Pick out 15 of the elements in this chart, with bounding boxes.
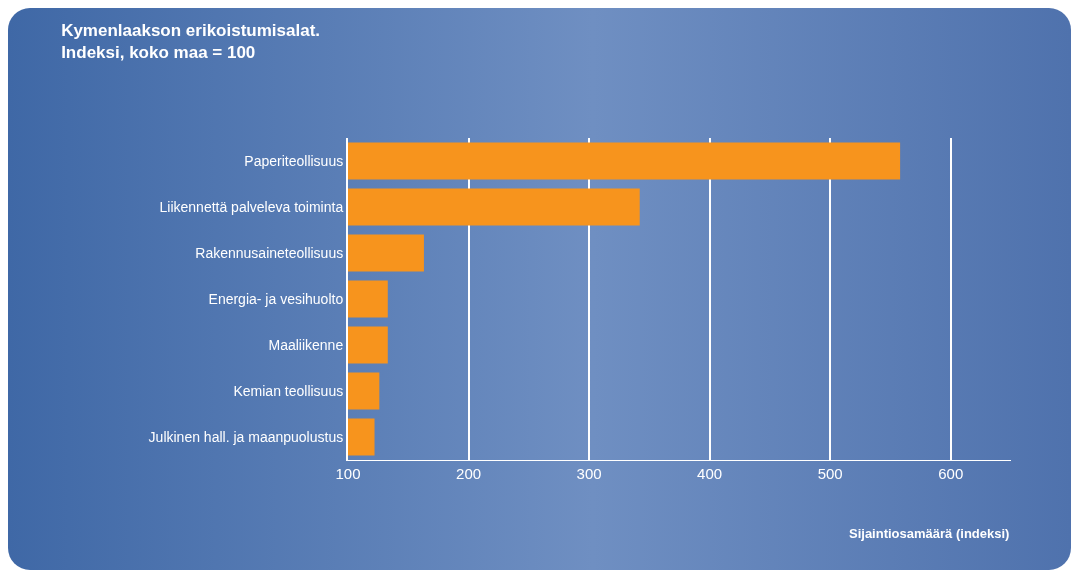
text: Kymenlaakson erikoistumisalat. Indeksi, koko maa = 100: [61, 21, 321, 63]
x-tick-label: 500: [817, 465, 843, 482]
y-tick-label: Energia- ja vesihuolto: [208, 290, 344, 307]
y-tick-label: Kemian teollisuus: [233, 382, 344, 399]
y-tick-label: Liikennettä palveleva toiminta: [159, 198, 344, 215]
y-tick-label: Maaliikenne: [268, 336, 344, 353]
x-tick-label: 400: [697, 465, 723, 482]
y-tick-label: Rakennusaineteollisuus: [195, 244, 344, 261]
x-tick-label: 600: [938, 465, 964, 482]
y-tick-label: Julkinen hall. ja maanpuolustus: [148, 428, 344, 445]
x-tick-label: 100: [335, 465, 361, 482]
x-tick-label: 300: [576, 465, 602, 482]
x-axis-title: Sijaintiosamäärä (indeksi): [849, 526, 1010, 541]
x-tick-label: 200: [456, 465, 482, 482]
y-tick-label: Paperiteollisuus: [244, 152, 344, 169]
